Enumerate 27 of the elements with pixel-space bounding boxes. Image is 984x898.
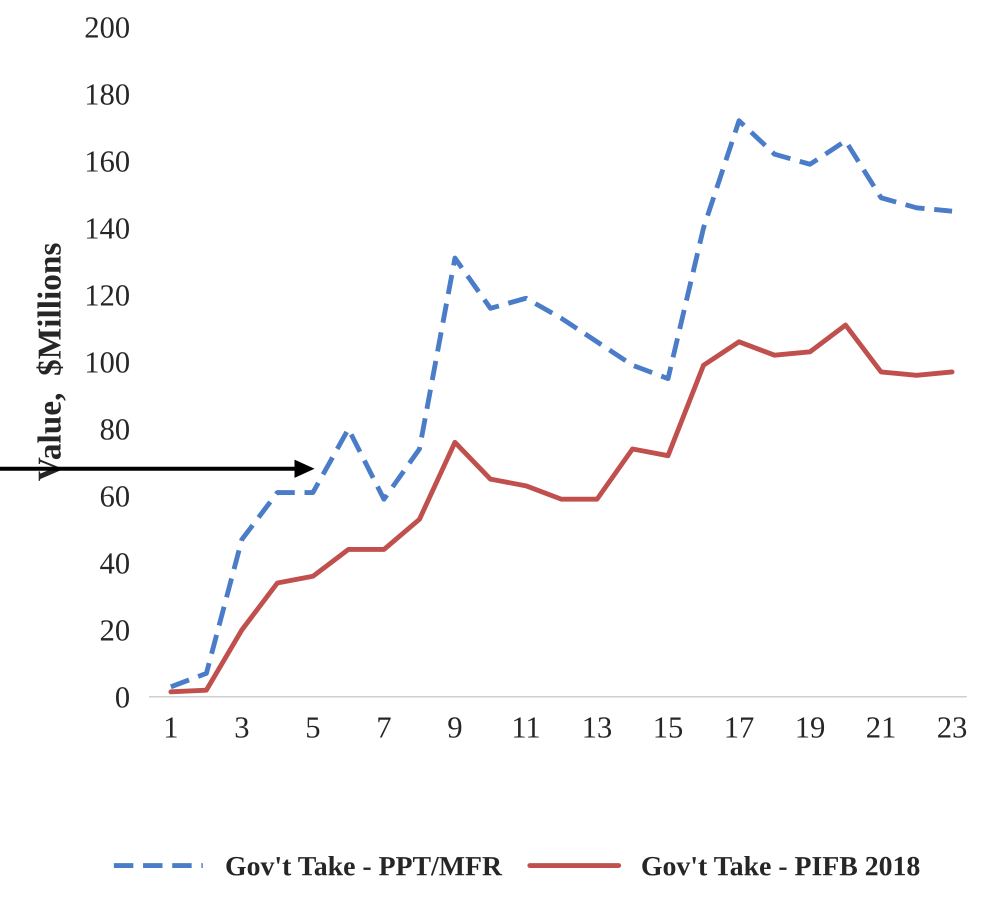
x-tick-label: 5: [307, 717, 320, 738]
y-tick-label: 160: [86, 151, 129, 172]
x-tick-label: 13: [584, 717, 612, 738]
y-tick-label: 100: [86, 352, 129, 373]
x-tick-label: 21: [867, 717, 895, 738]
y-axis-title: Value, $Millions: [36, 243, 66, 481]
y-tick-label: 20: [100, 620, 129, 641]
y-tick-label: 120: [86, 285, 129, 306]
x-tick-label: 15: [655, 717, 682, 738]
x-tick-label: 19: [797, 717, 824, 738]
y-tick-label: 0: [116, 687, 129, 708]
y-tick-label: 200: [86, 17, 129, 38]
x-tick-label: 17: [726, 717, 754, 738]
x-tick-label: 7: [378, 717, 391, 738]
x-tick-label: 1: [166, 717, 177, 738]
y-tick-label: 180: [86, 84, 129, 105]
x-tick-label: 3: [236, 717, 248, 738]
x-tick-label: 23: [938, 717, 966, 738]
y-tick-label: 140: [86, 218, 129, 239]
legend-label: Gov't Take - PIFB 2018: [642, 856, 920, 876]
y-tick-label: 60: [100, 486, 129, 507]
y-tick-label: 80: [100, 419, 129, 440]
legend-label: Gov't Take - PPT/MFR: [226, 856, 502, 876]
y-tick-label: 40: [100, 553, 129, 574]
x-tick-label: 11: [514, 717, 539, 738]
line-series: [168, 322, 955, 694]
x-tick-label: 9: [448, 717, 462, 738]
